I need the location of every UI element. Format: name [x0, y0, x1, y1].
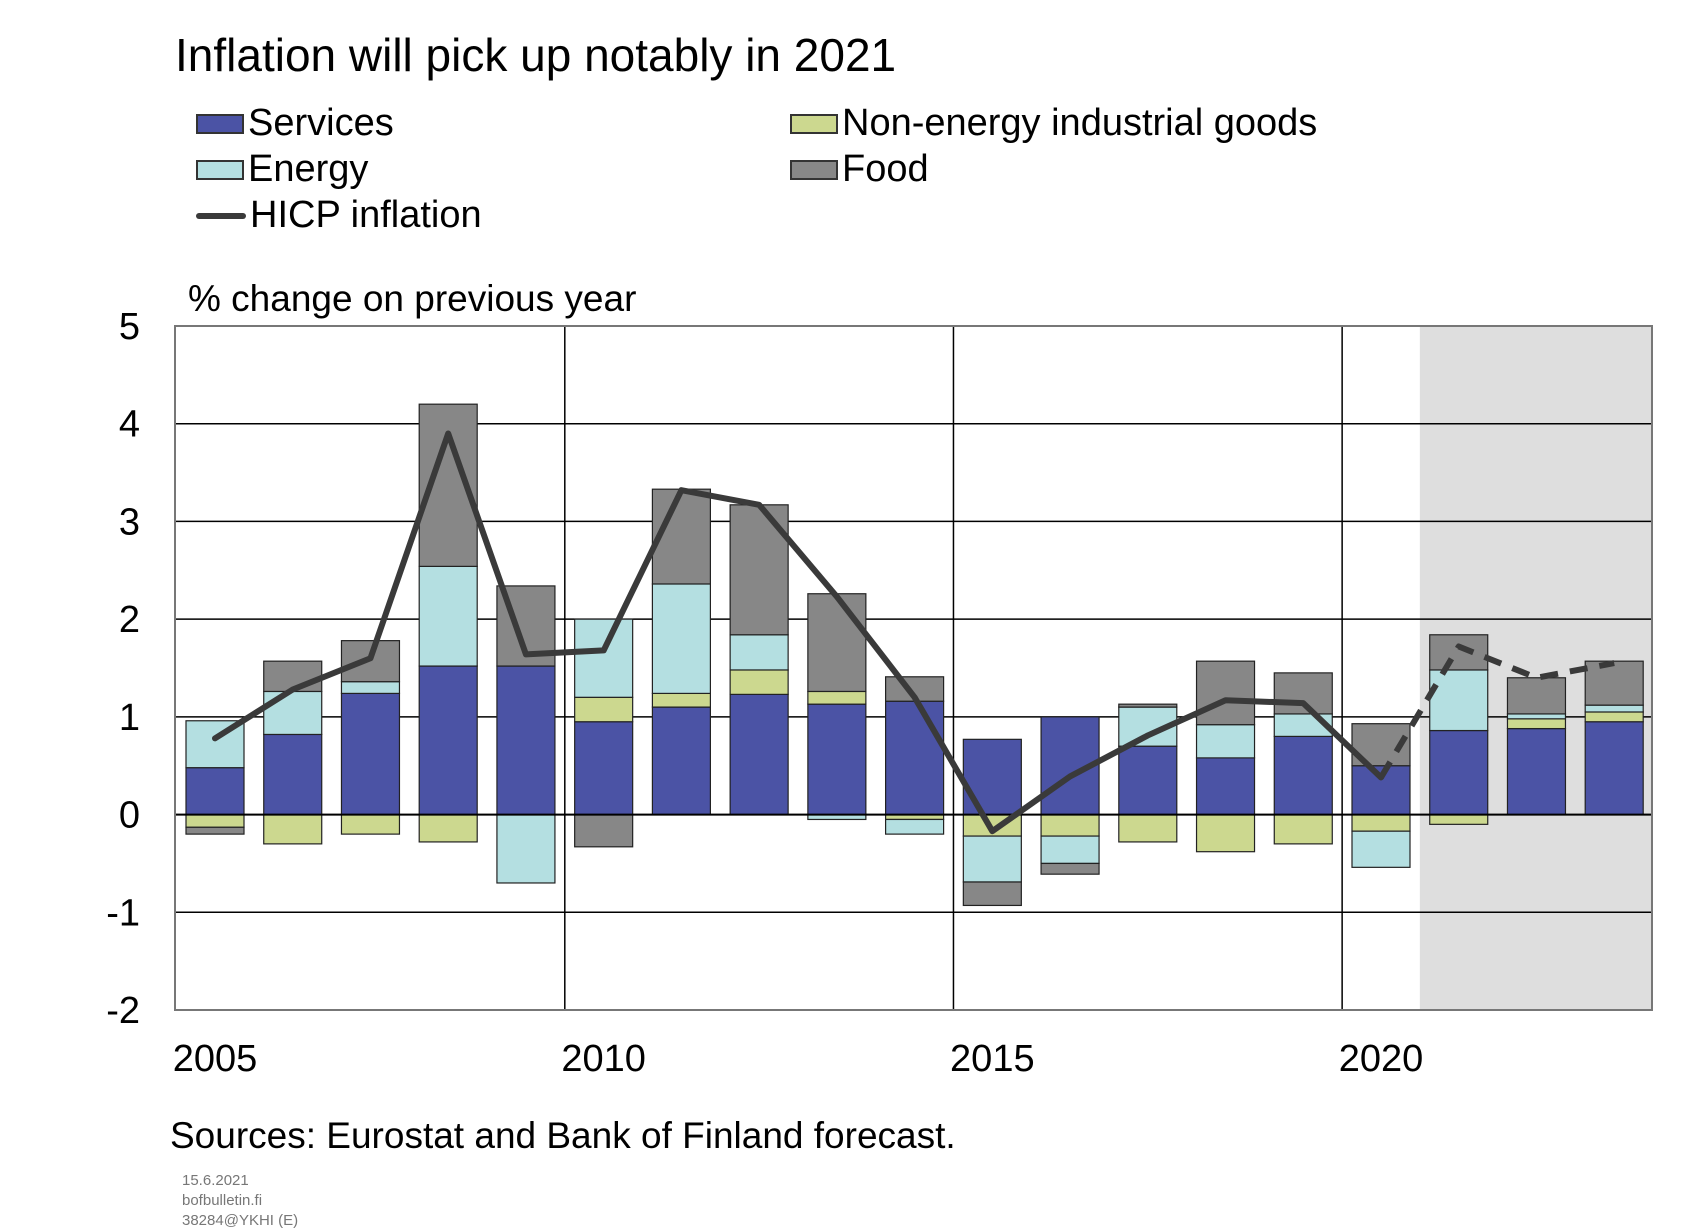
legend-hicp: HICP inflation	[196, 194, 482, 237]
bar-services	[1506, 727, 1567, 816]
bar-non_energy	[1118, 813, 1178, 843]
footer-date: 15.6.2021	[182, 1172, 249, 1189]
bar-non_energy	[729, 669, 789, 695]
bar-food	[185, 826, 245, 835]
bar-food	[574, 813, 634, 848]
bar-energy	[496, 813, 556, 884]
legend-label-non-energy: Non-energy industrial goods	[842, 102, 1318, 144]
footer-code: 38284@YKHI (E)	[182, 1212, 299, 1229]
bar-services	[651, 706, 712, 816]
bar-food	[1118, 703, 1178, 708]
bar-food	[807, 593, 867, 693]
bar-food	[1584, 660, 1644, 706]
y-tick-label: 4	[119, 404, 140, 446]
bar-non_energy	[1584, 711, 1644, 723]
bar-non_energy	[1040, 813, 1100, 837]
legend-label-hicp: HICP inflation	[250, 194, 482, 236]
bar-services	[185, 767, 245, 816]
bar-food	[1273, 672, 1333, 715]
bar-energy	[1429, 669, 1489, 732]
bar-energy	[729, 634, 789, 671]
bar-non_energy	[1195, 813, 1256, 853]
legend-non-energy: Non-energy industrial goods	[790, 102, 1317, 145]
legend-swatch-services	[196, 113, 244, 134]
bar-non_energy	[340, 813, 401, 835]
x-tick-label: 2005	[173, 1038, 258, 1080]
bar-energy	[1584, 704, 1644, 713]
bar-food	[962, 881, 1022, 907]
x-tick-label: 2010	[561, 1038, 646, 1080]
y-tick-label: -2	[106, 990, 140, 1032]
bar-services	[962, 738, 1022, 816]
y-tick-label: 1	[119, 697, 140, 739]
bar-services	[729, 693, 789, 816]
legend-services: Services	[196, 102, 394, 145]
y-tick-label: 3	[119, 501, 140, 543]
legend-swatch-non-energy	[790, 113, 838, 134]
bar-non_energy	[1351, 813, 1411, 832]
bar-energy	[884, 818, 945, 835]
bar-non_energy	[185, 813, 245, 828]
hicp-line-forecast	[1378, 643, 1615, 779]
hicp-line-actual	[212, 430, 1384, 835]
bar-energy	[651, 583, 712, 695]
bar-energy	[962, 835, 1022, 883]
legend-food: Food	[790, 148, 929, 191]
legend-swatch-food	[790, 159, 838, 180]
bar-services	[263, 733, 323, 816]
bar-non_energy	[807, 690, 867, 705]
bar-food	[1040, 862, 1100, 875]
legend-label-food: Food	[842, 148, 929, 190]
bar-food	[1429, 634, 1489, 671]
legend-energy: Energy	[196, 148, 368, 191]
x-tick-label: 2015	[950, 1038, 1035, 1080]
bar-services	[418, 665, 478, 816]
bar-energy	[418, 565, 478, 667]
chart-title: Inflation will pick up notably in 2021	[175, 29, 897, 81]
bar-services	[574, 721, 634, 816]
bar-services	[1429, 729, 1489, 816]
bar-energy	[1351, 830, 1411, 868]
bar-services	[340, 692, 401, 816]
source-note: Sources: Eurostat and Bank of Finland fo…	[170, 1115, 956, 1156]
bar-services	[1118, 745, 1178, 816]
bar-energy	[1195, 724, 1256, 759]
plot-border	[174, 325, 1653, 1011]
bar-non_energy	[574, 696, 634, 723]
bar-services	[1273, 735, 1333, 816]
bar-non_energy	[263, 813, 323, 845]
bar-services	[807, 703, 867, 816]
y-tick-label: 2	[119, 599, 140, 641]
legend-swatch-energy	[196, 159, 244, 180]
bar-food	[1506, 677, 1567, 715]
y-tick-label: 0	[119, 795, 140, 837]
bar-services	[1584, 721, 1644, 816]
bar-energy	[340, 681, 401, 695]
bar-non_energy	[418, 813, 478, 843]
y-tick-label: 5	[119, 306, 140, 348]
bar-services	[496, 665, 556, 816]
bar-non_energy	[1273, 813, 1333, 845]
bar-services	[1195, 757, 1256, 816]
y-axis-unit-label: % change on previous year	[188, 278, 637, 319]
x-tick-label: 2020	[1339, 1038, 1424, 1080]
bar-energy	[263, 690, 323, 736]
footer-site: bofbulletin.fi	[182, 1192, 263, 1209]
bar-non_energy	[1429, 813, 1489, 825]
legend-swatch-hicp	[196, 212, 246, 219]
bar-services	[884, 700, 945, 816]
bar-non_energy	[651, 692, 712, 708]
bar-energy	[574, 618, 634, 698]
bar-energy	[1040, 835, 1100, 865]
legend-label-energy: Energy	[248, 148, 369, 190]
bar-non_energy	[1506, 718, 1567, 730]
legend-label-services: Services	[248, 102, 394, 144]
bar-food	[1195, 660, 1256, 726]
bar-energy	[1506, 713, 1567, 720]
y-tick-label: -1	[106, 892, 140, 934]
